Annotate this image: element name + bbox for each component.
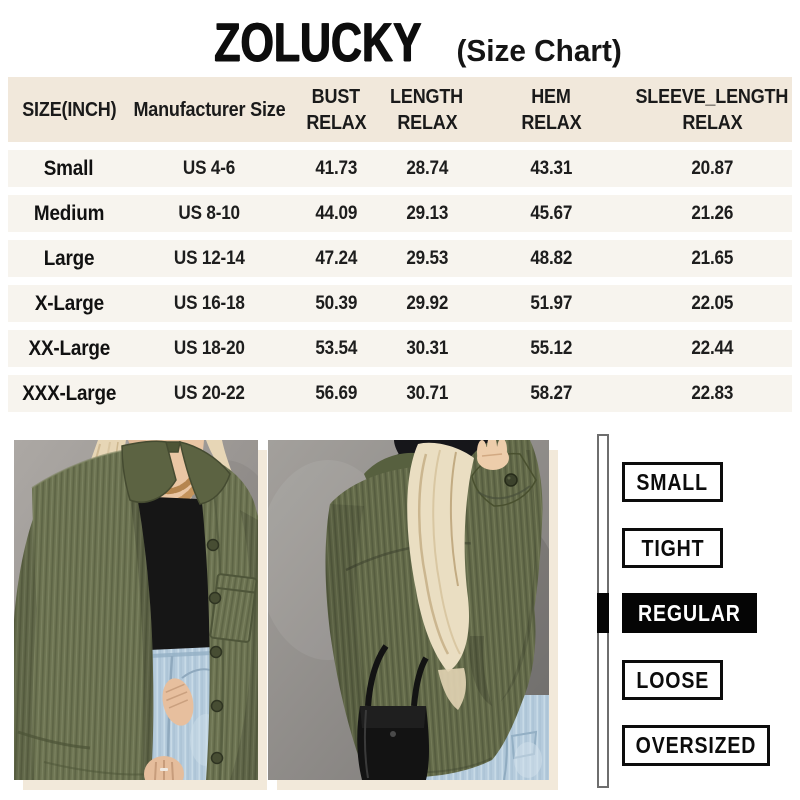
- cell-sleeve: 21.65: [691, 247, 733, 269]
- cell-hem: 45.67: [530, 202, 572, 224]
- cell-sleeve: 22.44: [691, 337, 733, 359]
- title-subtitle: (Size Chart): [456, 33, 622, 68]
- handbag: [357, 644, 429, 780]
- jacket-right-front: [196, 452, 258, 780]
- cell-length: 28.74: [406, 157, 448, 179]
- cell-hem: 48.82: [530, 247, 572, 269]
- bag-strap: [365, 644, 429, 707]
- header-bust-relax: BUST RELAX: [305, 85, 367, 134]
- tucked-hand: [162, 678, 194, 726]
- back-model-illustration: [268, 440, 549, 780]
- cell-hem: 51.97: [530, 292, 572, 314]
- back-photo: [268, 440, 558, 790]
- cell-hem: 43.31: [530, 157, 572, 179]
- cell-manufacturer-size: US 18-20: [173, 337, 245, 359]
- cell-bust: 53.54: [315, 337, 357, 359]
- cell-manufacturer-size: US 16-18: [173, 292, 245, 314]
- cell-manufacturer-size: US 12-14: [173, 247, 245, 269]
- cell-length: 29.92: [406, 292, 448, 314]
- cell-sleeve: 22.05: [691, 292, 733, 314]
- cell-length: 29.53: [406, 247, 448, 269]
- table-row: Medium US 8-10 44.09 29.13 45.67 21.26: [8, 195, 792, 232]
- ring: [160, 768, 168, 771]
- cell-sleeve: 22.83: [691, 382, 733, 404]
- cell-manufacturer-size: US 8-10: [178, 202, 240, 224]
- cell-bust: 44.09: [315, 202, 357, 224]
- table-row: Large US 12-14 47.24 29.53 48.82 21.65: [8, 240, 792, 277]
- fit-scale-bar: [597, 434, 609, 788]
- table-row: Small US 4-6 41.73 28.74 43.31 20.87: [8, 150, 792, 187]
- brand-name: ZOLUCKY: [214, 11, 422, 73]
- table-row: X-Large US 16-18 50.39 29.92 51.97 22.05: [8, 285, 792, 322]
- cell-size: XX-Large: [28, 336, 110, 360]
- fit-option-oversized: OVERSIZED: [622, 725, 770, 766]
- fit-option-small: SMALL: [622, 462, 723, 502]
- chest-pocket: [209, 573, 258, 643]
- front-photo: [14, 440, 267, 790]
- table-row: XX-Large US 18-20 53.54 30.31 55.12 22.4…: [8, 330, 792, 367]
- cell-length: 29.13: [406, 202, 448, 224]
- jacket-left-front: [14, 449, 154, 780]
- fit-option-loose: LOOSE: [622, 660, 723, 700]
- cell-size: Large: [43, 246, 95, 270]
- cell-hem: 55.12: [530, 337, 572, 359]
- cell-size: X-Large: [34, 291, 104, 315]
- cell-length: 30.71: [406, 382, 448, 404]
- cell-bust: 47.24: [315, 247, 357, 269]
- header-sleeve-length-relax: SLEEVE_LENGTH RELAX: [635, 85, 789, 134]
- cell-hem: 58.27: [530, 382, 572, 404]
- cuff-seam: [17, 730, 91, 750]
- size-table: SIZE(INCH) Manufacturer Size BUST RELAX L…: [8, 77, 792, 412]
- table-row: XXX-Large US 20-22 56.69 30.71 58.27 22.…: [8, 375, 792, 412]
- cell-size: XXX-Large: [22, 381, 116, 405]
- cell-size: Small: [44, 156, 94, 180]
- hair: [407, 442, 474, 710]
- cell-bust: 56.69: [315, 382, 357, 404]
- cuff-button: [504, 473, 518, 487]
- cell-sleeve: 20.87: [691, 157, 733, 179]
- header-size-inch: SIZE(INCH): [21, 98, 117, 121]
- cell-manufacturer-size: US 4-6: [182, 157, 236, 179]
- page-title: ZOLUCKY (Size Chart): [5, 10, 800, 73]
- buttons: [206, 538, 224, 765]
- front-model-illustration: [14, 440, 258, 780]
- cell-bust: 50.39: [315, 292, 357, 314]
- header-length-relax: LENGTH RELAX: [390, 85, 464, 134]
- raised-hand: [477, 440, 509, 470]
- fit-scale-indicator: [597, 593, 609, 633]
- hand: [144, 756, 184, 780]
- cell-manufacturer-size: US 20-22: [173, 382, 245, 404]
- cell-bust: 41.73: [315, 157, 357, 179]
- bag-clasp: [390, 731, 396, 737]
- header-hem-relax: HEM RELAX: [520, 85, 582, 134]
- cell-length: 30.31: [406, 337, 448, 359]
- header-manufacturer-size: Manufacturer Size: [133, 98, 285, 121]
- fit-option-regular: REGULAR: [622, 593, 757, 633]
- raised-sleeve: [462, 440, 543, 706]
- table-header-row: SIZE(INCH) Manufacturer Size BUST RELAX L…: [8, 77, 792, 142]
- collar: [121, 440, 231, 505]
- cell-size: Medium: [33, 201, 105, 225]
- fit-option-tight: TIGHT: [622, 528, 723, 568]
- cell-sleeve: 21.26: [691, 202, 733, 224]
